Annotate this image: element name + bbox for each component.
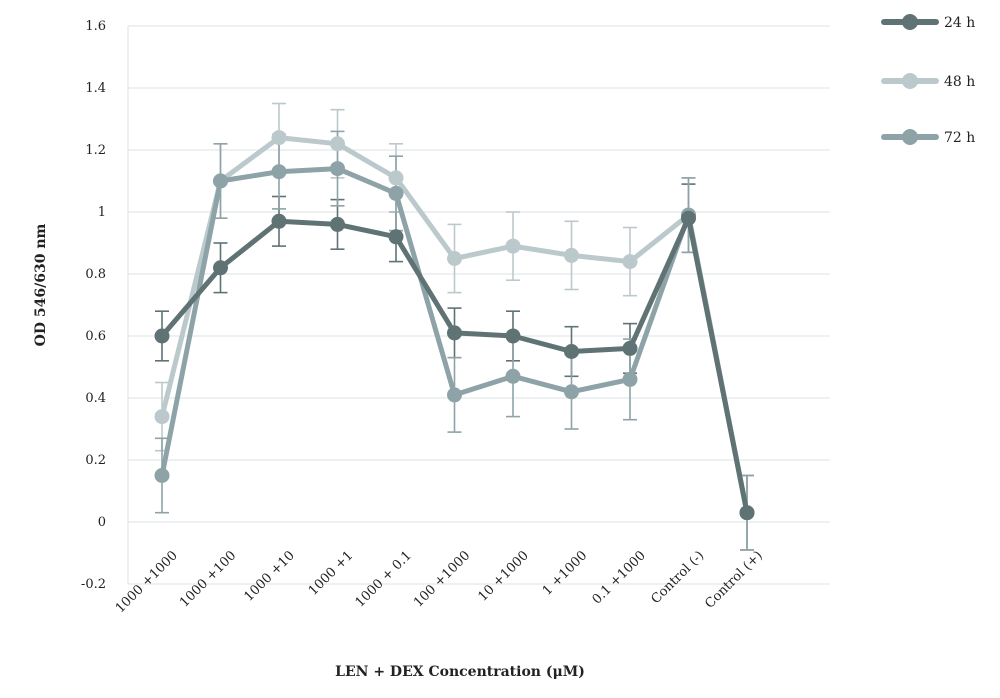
data-point-24-h xyxy=(447,325,462,341)
data-point-72-h xyxy=(330,161,345,177)
legend-swatch-marker-72-h xyxy=(902,129,918,145)
data-point-72-h xyxy=(213,173,228,189)
legend: 24 h 48 h 72 h xyxy=(881,14,975,146)
data-point-48-h xyxy=(154,409,170,425)
data-point-48-h xyxy=(388,170,404,186)
data-point-72-h xyxy=(154,468,170,483)
data-point-72-h xyxy=(271,164,287,180)
y-tick-label: 1.2 xyxy=(85,143,106,158)
series-group xyxy=(154,102,755,551)
data-point-24-h xyxy=(213,260,228,276)
data-point-48-h xyxy=(330,136,345,152)
x-tick-label: 1 +1000 xyxy=(540,548,590,598)
data-point-72-h xyxy=(505,368,521,384)
data-point-48-h xyxy=(505,238,521,254)
y-tick-label: 0.6 xyxy=(85,329,106,344)
data-point-48-h xyxy=(622,254,638,270)
y-tick-label: -0.2 xyxy=(81,577,106,592)
data-point-24-h xyxy=(154,328,170,344)
data-point-72-h xyxy=(388,185,404,201)
data-point-48-h xyxy=(564,247,579,263)
data-point-72-h xyxy=(564,384,579,400)
y-tick-label: 0.4 xyxy=(85,391,106,406)
x-tick-label: Control (-) xyxy=(648,548,707,607)
x-tick-label: 1000 +10 xyxy=(242,548,298,604)
data-point-24-h xyxy=(564,344,579,359)
x-tick-label: 0.1 +1000 xyxy=(590,548,649,607)
data-point-48-h xyxy=(447,251,462,266)
data-point-72-h xyxy=(447,387,462,403)
grid-lines xyxy=(128,25,830,585)
y-tick-label: 0.2 xyxy=(85,453,106,468)
data-point-24-h xyxy=(622,340,638,356)
data-point-24-h xyxy=(330,216,345,232)
x-axis-title: LEN + DEX Concentration (μM) xyxy=(335,664,585,680)
y-tick-label: 1.6 xyxy=(85,19,106,34)
y-tick-label: 1.4 xyxy=(85,81,106,96)
data-point-24-h xyxy=(505,328,521,344)
y-axis-title: OD 546/630 nm xyxy=(33,223,49,346)
y-tick-label: 0 xyxy=(98,515,106,530)
legend-swatch-marker-24-h xyxy=(902,14,918,30)
legend-label-72-h: 72 h xyxy=(944,130,975,146)
x-tick-label: 1000 +1000 xyxy=(113,548,181,616)
data-point-48-h xyxy=(271,130,287,146)
legend-swatch-marker-48-h xyxy=(902,73,918,89)
y-tick-labels: 1.6 1.4 1.2 1 0.8 0.6 0.4 0.2 0 -0.2 xyxy=(81,19,106,592)
data-point-24-h xyxy=(271,213,287,229)
x-tick-label: 10 +1000 xyxy=(476,548,532,604)
legend-label-24-h: 24 h xyxy=(944,15,975,31)
x-tick-label: Control (+) xyxy=(702,548,765,611)
x-tick-label: 100 +1000 xyxy=(411,548,473,610)
data-point-24-h xyxy=(681,210,696,226)
data-point-24-h xyxy=(388,229,404,245)
legend-label-48-h: 48 h xyxy=(944,74,975,90)
data-point-72-h xyxy=(622,371,638,387)
x-tick-label: 1000 +1 xyxy=(306,548,356,598)
data-point-24-h xyxy=(739,505,755,521)
y-tick-label: 0.8 xyxy=(85,267,106,282)
y-tick-label: 1 xyxy=(98,205,106,220)
x-tick-label: 1000 + 0.1 xyxy=(353,548,415,610)
x-tick-label: 1000 +100 xyxy=(177,548,239,610)
